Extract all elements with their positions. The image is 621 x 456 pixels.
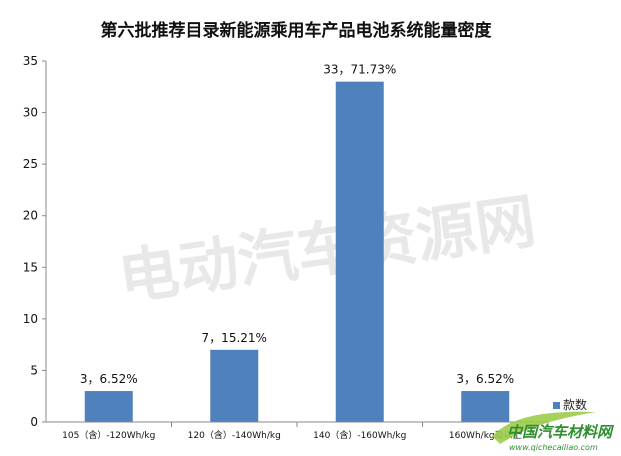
brand-name: 中国汽车材料网 — [507, 423, 615, 441]
x-tick-label: 120（含）-140Wh/kg — [188, 429, 281, 441]
brand-logo: 中国汽车材料网 www.qichecailiao.com — [492, 411, 615, 452]
y-tick-label: 25 — [23, 157, 38, 171]
y-tick-label: 20 — [23, 209, 38, 223]
watermark-text: 电动汽车资源网 — [114, 186, 540, 314]
x-tick-label: 140（含）-160Wh/kg — [313, 429, 406, 441]
legend: 款数 — [553, 397, 587, 412]
brand-url: www.qichecailiao.com — [509, 443, 598, 452]
y-tick-label: 35 — [23, 54, 38, 68]
bar — [210, 349, 259, 422]
y-tick-label: 15 — [23, 260, 38, 274]
y-axis: 0 5 10 15 20 25 30 35 — [23, 54, 47, 429]
data-label: 7，15.21% — [202, 331, 267, 345]
bar — [335, 81, 384, 422]
bars-group: 3，6.52% 7，15.21% 33，71.73% 3，6.52% — [80, 63, 514, 422]
x-tick-label: 105（含）-120Wh/kg — [62, 429, 155, 441]
legend-label: 款数 — [563, 397, 587, 412]
swoosh-icon — [492, 411, 596, 444]
data-label: 3，6.52% — [80, 372, 138, 386]
y-tick-label: 5 — [30, 363, 38, 377]
data-label: 3，6.52% — [456, 372, 514, 386]
legend-swatch — [553, 402, 560, 409]
y-tick-label: 30 — [23, 106, 38, 120]
x-tick-label: 160Wh/kg及以上 — [449, 430, 522, 441]
bar — [84, 391, 133, 422]
y-tick-label: 10 — [23, 312, 38, 326]
chart-title: 第六批推荐目录新能源乘用车产品电池系统能量密度 — [101, 20, 493, 41]
x-axis: 105（含）-120Wh/kg 120（含）-140Wh/kg 140（含）-160… — [46, 421, 549, 441]
data-label: 33，71.73% — [323, 63, 396, 77]
bar — [461, 391, 510, 422]
y-tick-label: 0 — [30, 415, 38, 429]
